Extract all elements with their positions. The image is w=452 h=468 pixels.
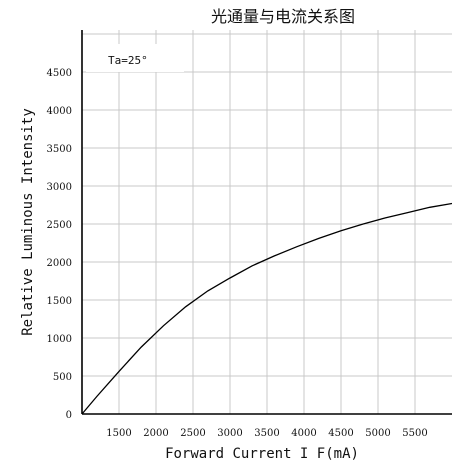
x-tick-label-2000: 2000 bbox=[143, 428, 168, 439]
y-tick-label-2000: 2000 bbox=[47, 258, 72, 269]
x-tick-label-1500: 1500 bbox=[106, 428, 131, 439]
y-tick-label-1000: 1000 bbox=[47, 334, 72, 345]
y-tick-label-4000: 4000 bbox=[47, 106, 72, 117]
annotation-group: Ta=25° bbox=[86, 44, 184, 72]
y-tick-label-3500: 3500 bbox=[47, 144, 72, 155]
x-axis-title: Forward Current I F(mA) bbox=[165, 446, 359, 462]
x-tick-labels: 1500 2000 2500 3000 3500 4000 4500 5000 5500 bbox=[106, 428, 427, 439]
annotation-ta: Ta=25° bbox=[108, 54, 148, 67]
x-tick-label-3000: 3000 bbox=[217, 428, 242, 439]
y-tick-label-4500: 4500 bbox=[47, 68, 72, 79]
series-line-0 bbox=[81, 202, 452, 415]
x-tick-label-4500: 4500 bbox=[328, 428, 353, 439]
y-tick-label-3000: 3000 bbox=[47, 182, 72, 193]
x-tick-label-4000: 4000 bbox=[291, 428, 316, 439]
axes bbox=[81, 30, 452, 415]
y-axis-title: Relative Luminous Intensity bbox=[20, 108, 36, 336]
chart-title: 光通量与电流关系图 bbox=[211, 7, 355, 26]
annotation-box bbox=[86, 44, 184, 72]
y-tick-labels: 0 500 1000 1500 2000 2500 3000 3500 4000 4500 bbox=[47, 68, 72, 421]
x-tick-label-2500: 2500 bbox=[180, 428, 205, 439]
y-tick-label-2500: 2500 bbox=[47, 220, 72, 231]
series bbox=[81, 202, 452, 415]
y-tick-label-0: 0 bbox=[66, 410, 72, 421]
y-tick-label-500: 500 bbox=[53, 372, 72, 383]
x-tick-label-5000: 5000 bbox=[365, 428, 390, 439]
x-tick-label-5500: 5500 bbox=[402, 428, 427, 439]
grid bbox=[82, 30, 452, 414]
y-tick-label-1500: 1500 bbox=[47, 296, 72, 307]
x-tick-label-3500: 3500 bbox=[254, 428, 279, 439]
